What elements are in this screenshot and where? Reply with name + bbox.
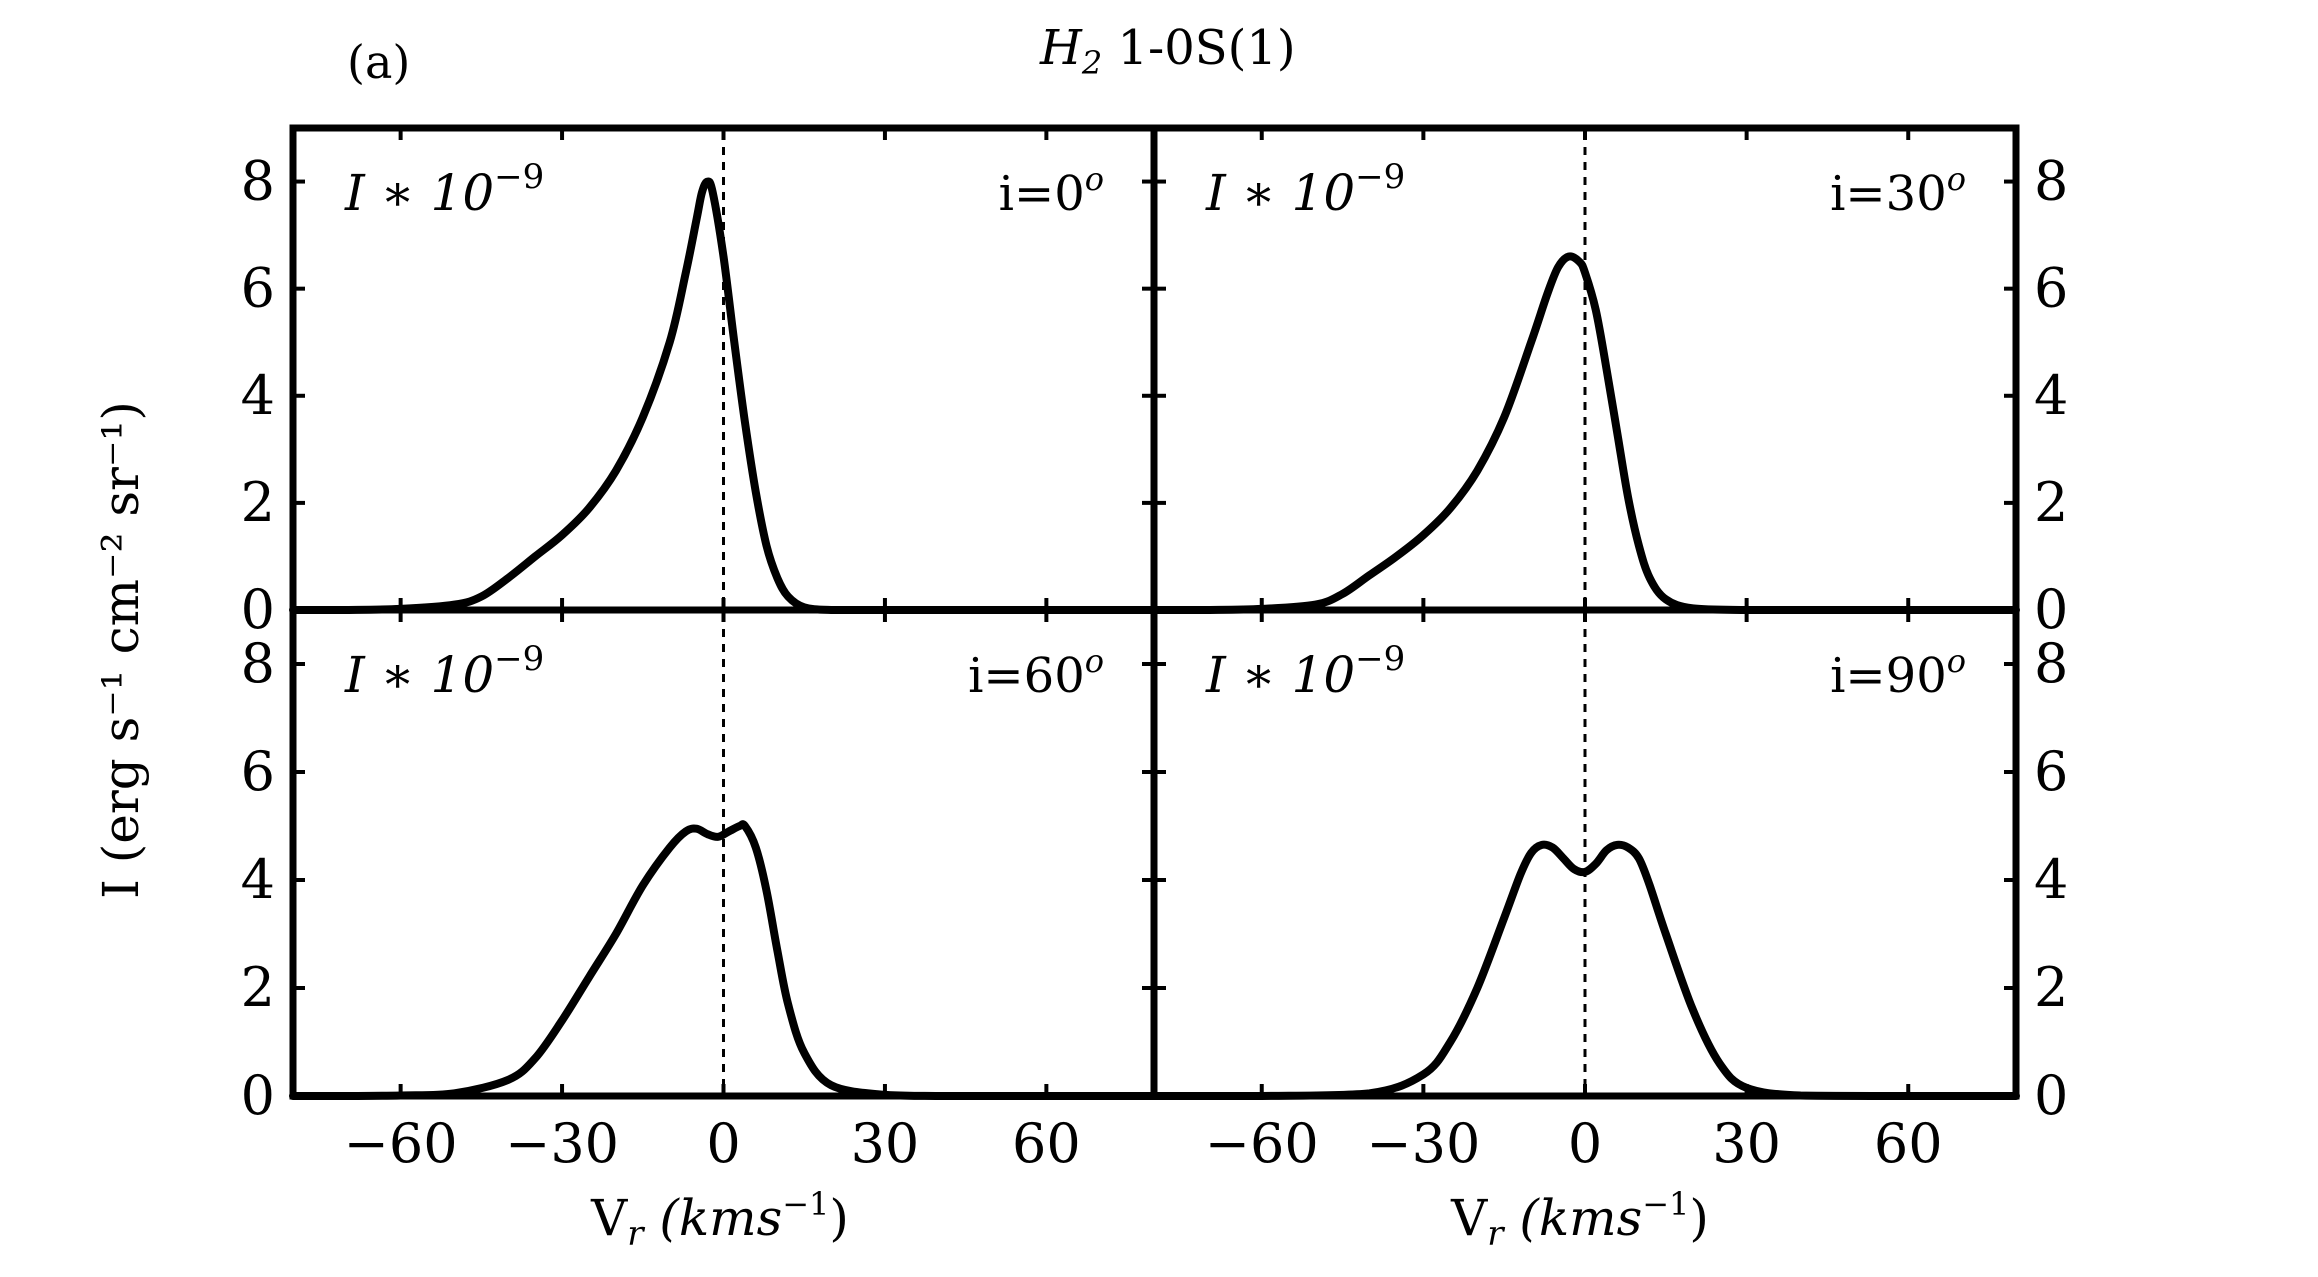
x-tick-label: 0 bbox=[706, 1112, 740, 1175]
y-tick-label: 8 bbox=[2034, 632, 2068, 695]
intensity-scale-note: I ∗ 10−9 bbox=[344, 157, 544, 222]
intensity-scale-note: I ∗ 10−9 bbox=[1205, 639, 1405, 704]
y-tick-label: 8 bbox=[2034, 150, 2068, 213]
intensity-curve bbox=[1150, 840, 2020, 1101]
panel-top-left: 0 2 4 6 8 I ∗ 10−9 i=0o bbox=[241, 124, 1158, 641]
inclination-label: i=30o bbox=[1830, 160, 1966, 222]
y-tick-label: 2 bbox=[241, 956, 275, 1019]
y-tick-label: 0 bbox=[2034, 1064, 2068, 1127]
x-tick-label: −60 bbox=[344, 1112, 458, 1175]
x-tick-label: 60 bbox=[1874, 1112, 1943, 1175]
y-tick-label: 0 bbox=[2034, 578, 2068, 641]
x-label-sub-2: r bbox=[1487, 1214, 1505, 1254]
y-axis-label: I (erg s⁻¹ cm⁻² sr⁻¹) bbox=[92, 401, 150, 899]
intensity-scale-note: I ∗ 10−9 bbox=[1205, 157, 1405, 222]
intensity-scale-note: I ∗ 10−9 bbox=[344, 639, 544, 704]
x-tick-label: −60 bbox=[1205, 1112, 1319, 1175]
y-tick-label: 8 bbox=[241, 632, 275, 695]
inclination-label: i=60o bbox=[968, 642, 1104, 704]
x-label-unit-2: (kms bbox=[1503, 1189, 1642, 1247]
y-tick-label: 6 bbox=[2034, 257, 2068, 320]
y-axis-label-text: I (erg s⁻¹ cm⁻² sr⁻¹) bbox=[92, 401, 150, 899]
y-tick-label: 6 bbox=[241, 740, 275, 803]
x-tick-label: 60 bbox=[1012, 1112, 1081, 1175]
inclination-label: i=0o bbox=[999, 160, 1104, 222]
panel-bottom-right: −60 −30 0 30 60 0 2 4 6 8 I ∗ 10−9 i=90o bbox=[1150, 606, 2068, 1175]
panel-top-right: 0 2 4 6 8 I ∗ 10−9 i=30o bbox=[1150, 124, 2068, 641]
y-tick-label: 4 bbox=[241, 364, 275, 427]
x-label-unit-sup-2: −1 bbox=[1642, 1185, 1689, 1223]
x-label-main: V bbox=[590, 1189, 628, 1247]
panels-group: 0 2 4 6 8 I ∗ 10−9 i=0o 0 2 4 6 8 I ∗ 10−9 i=30o −60 −3… bbox=[241, 124, 2068, 1175]
x-label-unit: (kms bbox=[643, 1189, 782, 1247]
inclination-label: i=90o bbox=[1830, 642, 1966, 704]
y-tick-label: 0 bbox=[241, 578, 275, 641]
x-label-sub: r bbox=[627, 1214, 645, 1254]
chart-title: H2 1-0S(1) bbox=[1039, 20, 1296, 82]
title-main: H bbox=[1039, 20, 1083, 76]
y-tick-label: 2 bbox=[2034, 956, 2068, 1019]
intensity-curve bbox=[289, 177, 1158, 614]
title-sub: 2 bbox=[1081, 44, 1102, 82]
x-label-main-2: V bbox=[1450, 1189, 1488, 1247]
y-tick-label: 6 bbox=[2034, 740, 2068, 803]
x-label-close-2: ) bbox=[1689, 1189, 1709, 1247]
y-tick-label: 0 bbox=[241, 1064, 275, 1127]
x-tick-label: 0 bbox=[1568, 1112, 1602, 1175]
x-tick-label: 30 bbox=[851, 1112, 920, 1175]
panel-bottom-left: −60 −30 0 30 60 0 2 4 6 8 I ∗ 10−9 i=60o bbox=[241, 606, 1158, 1175]
x-label-unit-sup: −1 bbox=[782, 1185, 829, 1223]
y-tick-label: 4 bbox=[2034, 364, 2068, 427]
intensity-curve bbox=[289, 820, 1158, 1101]
x-tick-label: −30 bbox=[1366, 1112, 1480, 1175]
y-tick-label: 2 bbox=[2034, 471, 2068, 534]
y-tick-label: 8 bbox=[241, 150, 275, 213]
panel-label: (a) bbox=[347, 35, 410, 89]
x-label-close: ) bbox=[829, 1189, 849, 1247]
x-tick-label: 30 bbox=[1712, 1112, 1781, 1175]
y-tick-label: 4 bbox=[241, 848, 275, 911]
y-tick-label: 2 bbox=[241, 471, 275, 534]
x-axis-label-right: Vr (kms−1) bbox=[1450, 1185, 1709, 1254]
title-rest: 1-0S(1) bbox=[1102, 20, 1295, 76]
x-tick-label: −30 bbox=[505, 1112, 619, 1175]
y-tick-label: 4 bbox=[2034, 848, 2068, 911]
x-axis-label-left: Vr (kms−1) bbox=[590, 1185, 849, 1254]
y-tick-label: 6 bbox=[241, 257, 275, 320]
